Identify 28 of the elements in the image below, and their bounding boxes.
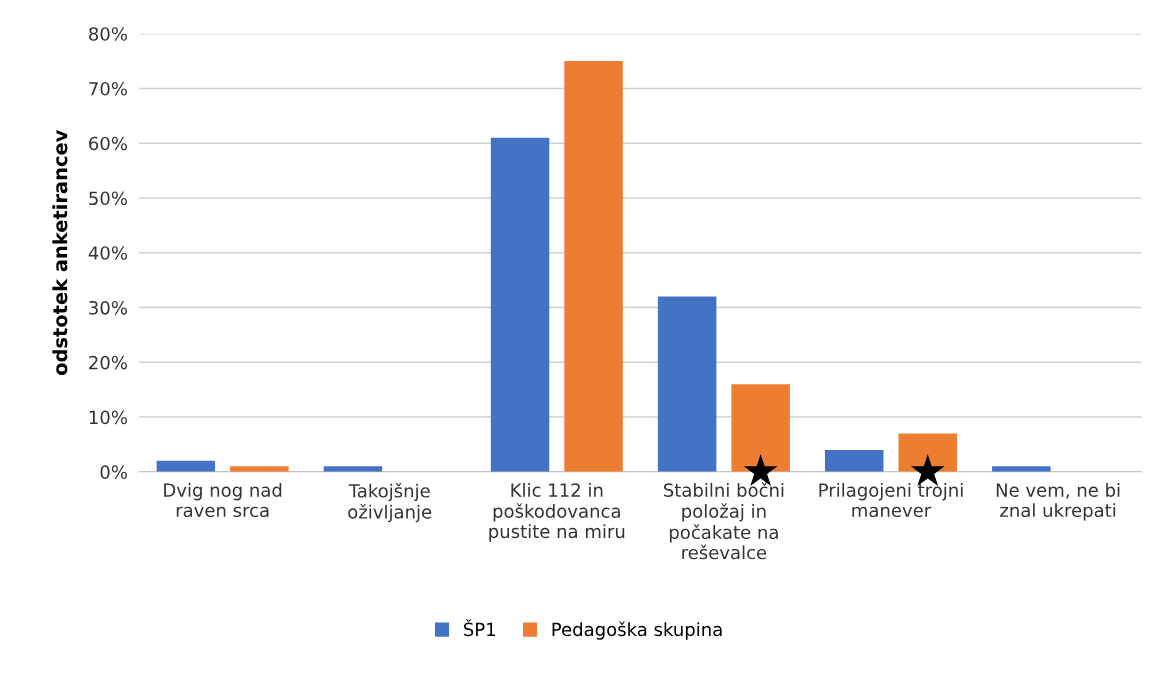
x-tick-label: Dvig nog nad raven srca <box>164 482 282 518</box>
x-tick-label: Ne vem, ne bi znal ukrepati <box>996 482 1120 521</box>
bar <box>824 449 884 472</box>
bar <box>230 466 289 472</box>
y-tick-label: 20% <box>89 355 127 370</box>
x-tick-label: Prilagojeni trojni manever <box>819 482 963 518</box>
bar <box>898 433 957 472</box>
y-axis-title: odstotek anketirancev <box>52 129 68 375</box>
bar <box>490 137 550 472</box>
bar <box>731 384 790 472</box>
bar <box>156 460 216 472</box>
y-tick-label: 50% <box>89 191 127 206</box>
legend-label: Pedagoška skupina <box>552 621 722 640</box>
y-tick-label: 10% <box>89 410 127 425</box>
bar <box>564 61 623 472</box>
x-tick-label: Stabilni bočni položaj in počakate na reševalce <box>663 482 784 560</box>
y-tick-label: 80% <box>89 27 127 41</box>
y-tick-label: 60% <box>89 136 127 151</box>
y-tick-label: 0% <box>100 465 127 479</box>
y-tick-label: 30% <box>89 300 127 315</box>
bar <box>323 466 383 472</box>
bar <box>657 296 717 472</box>
x-tick-label: Takojšnje oživljanje <box>348 482 432 523</box>
y-tick-label: 70% <box>89 81 127 96</box>
y-tick-label: 40% <box>88 246 127 260</box>
bar <box>992 466 1051 472</box>
legend-label: ŠP1 <box>464 619 495 637</box>
x-tick-label: Klic 112 in poškodovanca pustite na miru <box>489 482 625 542</box>
